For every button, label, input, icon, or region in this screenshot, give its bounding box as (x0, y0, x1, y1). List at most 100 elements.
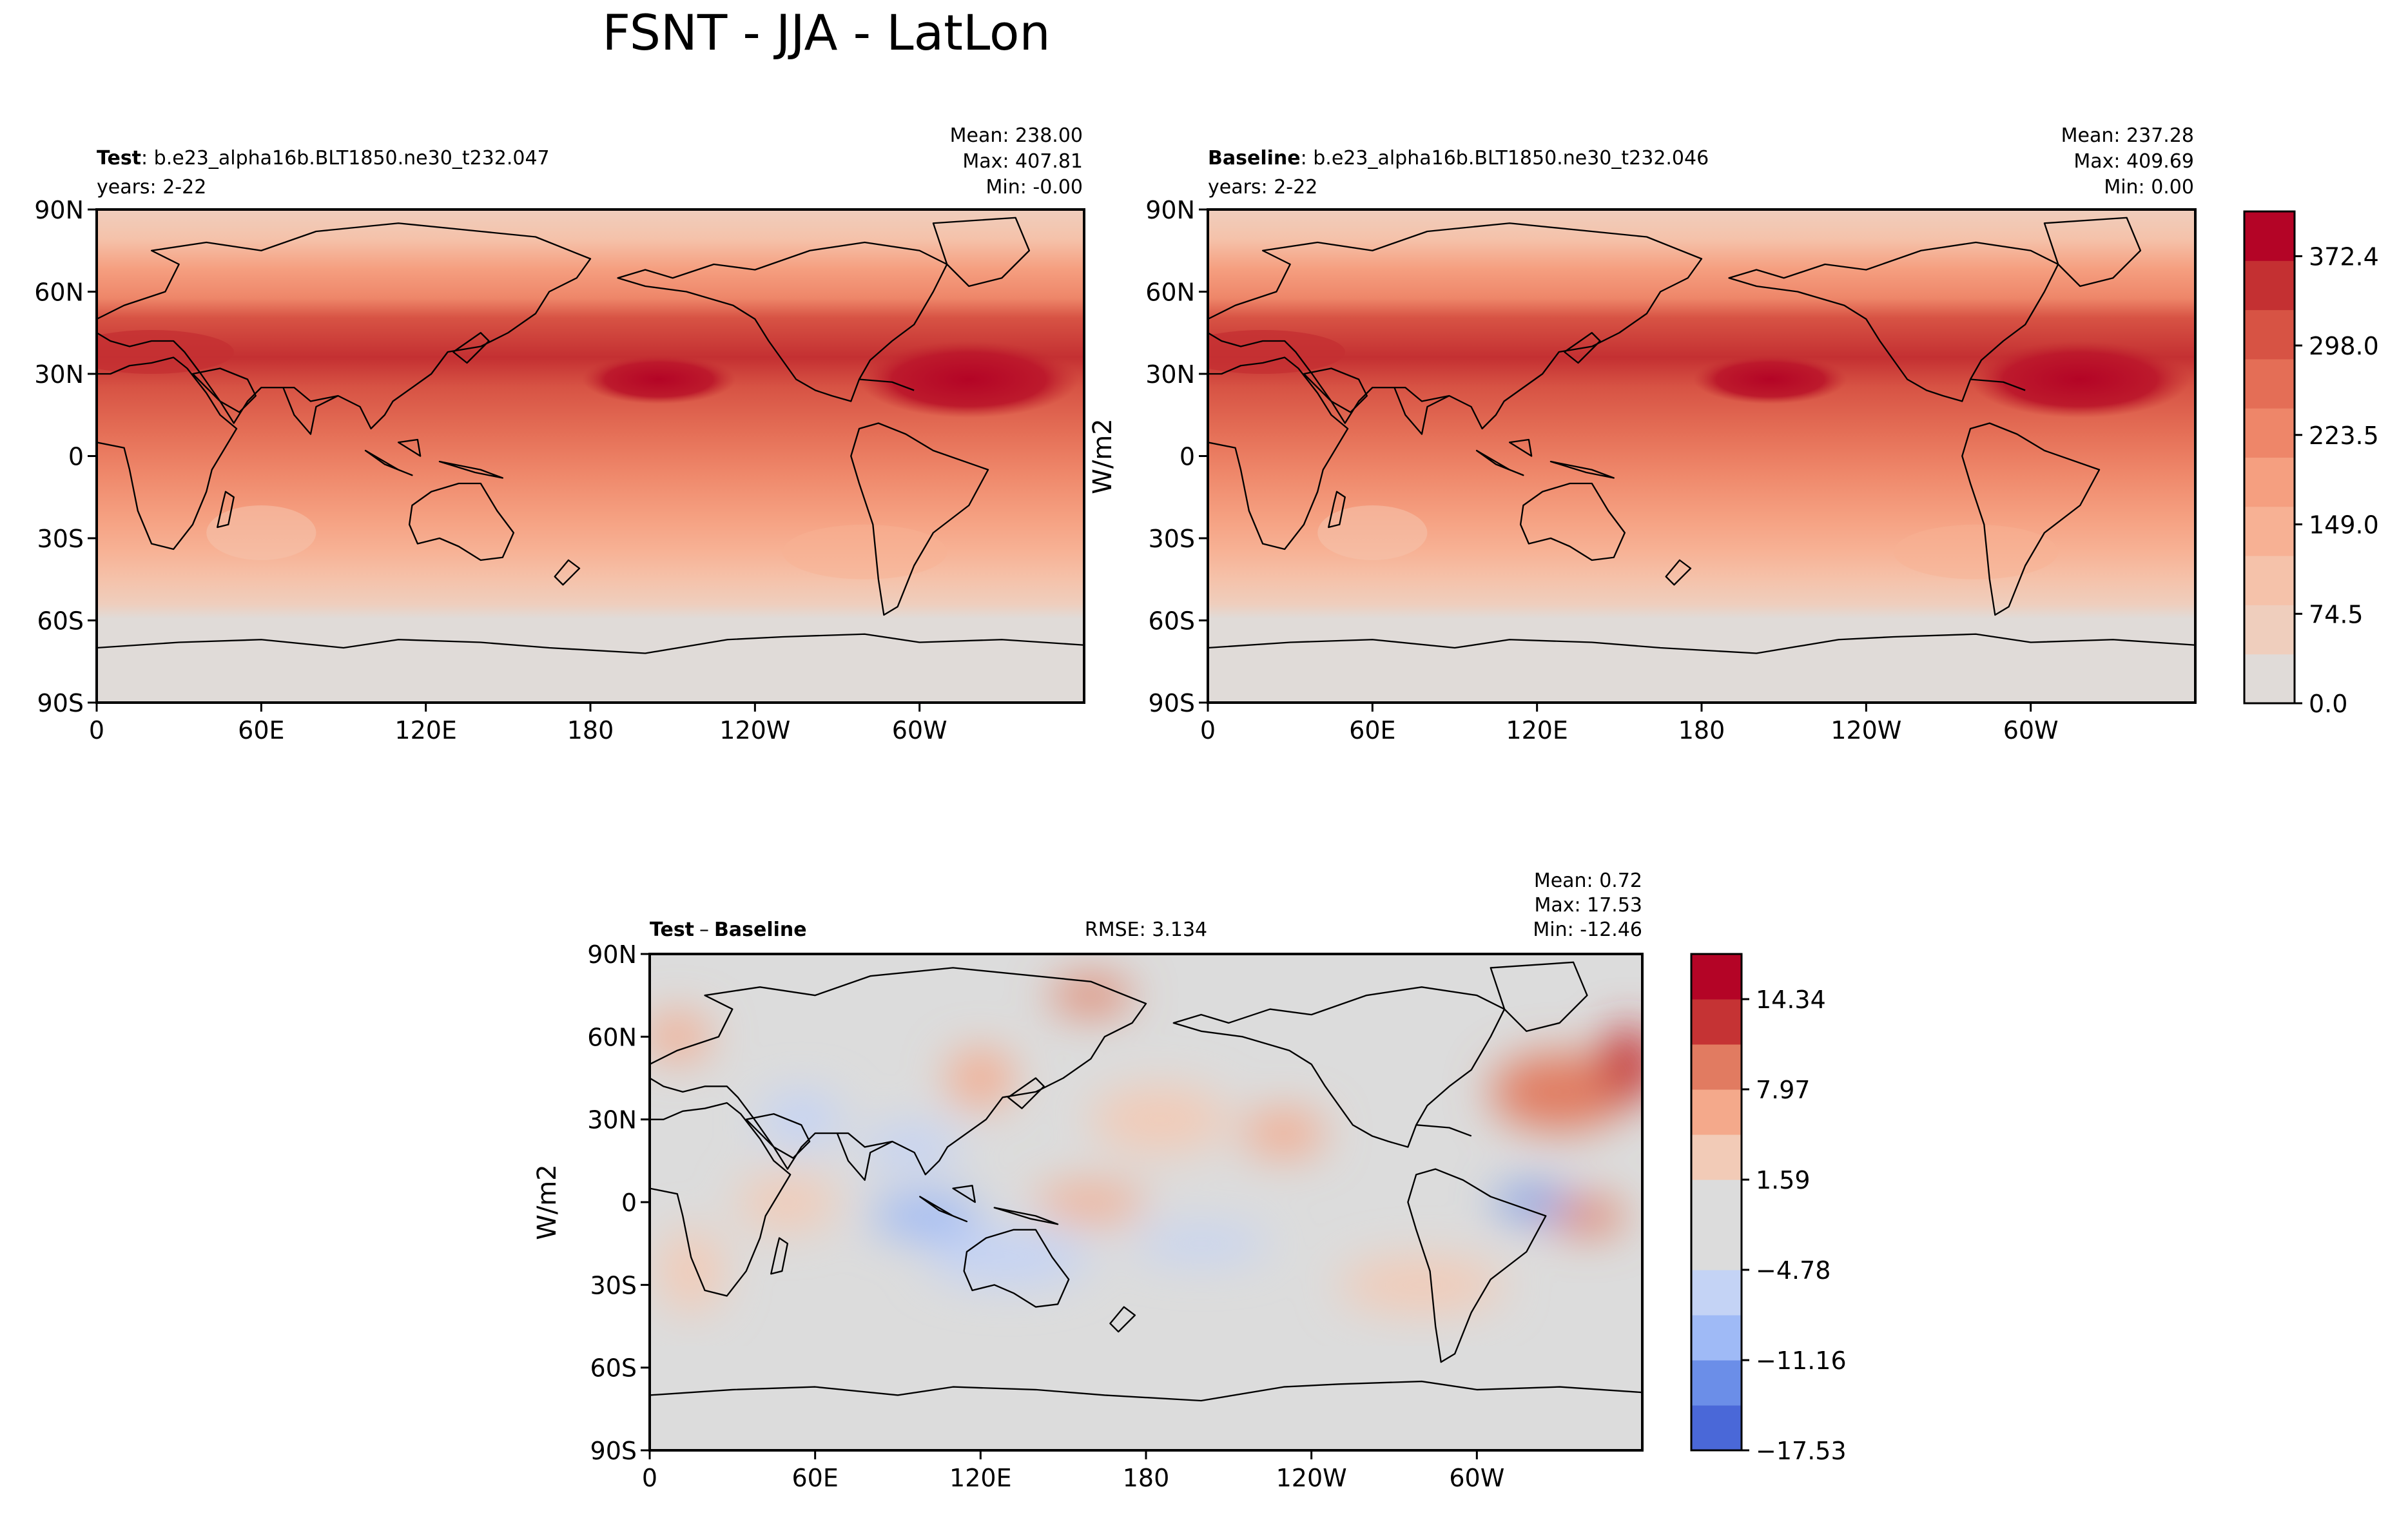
test-mean: Mean: 238.00 (950, 124, 1083, 147)
colorbar-segment (1691, 1089, 1742, 1135)
lat-tick-label: 60S (1149, 607, 1195, 636)
colorbar-segment (1691, 1315, 1742, 1361)
test-max: Max: 407.81 (962, 150, 1083, 173)
lat-tick-label: 90S (1149, 689, 1195, 717)
colorbar-segment (2244, 309, 2295, 360)
baseline-units-label: W/m2 (1088, 418, 1118, 494)
lat-tick-label: 60N (1145, 278, 1195, 307)
colorbar-segment (1691, 1134, 1742, 1180)
colorbar-tick-label: 372.4 (2309, 242, 2379, 271)
diff-max: Max: 17.53 (1534, 894, 1642, 917)
test-years: years: 2-22 (97, 176, 206, 199)
diff-min: Min: -12.46 (1533, 919, 1642, 941)
lat-tick-label: 90S (590, 1437, 637, 1465)
colorbar-tick-label: 223.5 (2309, 422, 2379, 450)
lat-tick-label: 30N (34, 360, 84, 389)
colorbar-tick-label: 74.5 (2309, 600, 2364, 628)
lat-tick-label: 30S (1149, 525, 1195, 553)
lon-tick-label: 120E (1506, 716, 1568, 744)
colorbar-tick-label: 298.0 (2309, 332, 2379, 360)
baseline-max: Max: 409.69 (2073, 150, 2194, 173)
baseline-panel: Baseline: b.e23_alpha16b.BLT1850.ne30_t2… (1088, 124, 2379, 744)
lon-tick-label: 120W (1830, 716, 1901, 744)
diff-colorbar: 14.34 7.97 1.59 −4.78 −11.16 −17.53 (1690, 953, 1847, 1465)
colorbar-tick-label: −11.16 (1756, 1347, 1847, 1375)
lat-tick-label: 60N (34, 278, 84, 307)
colorbar-tick-label: 1.59 (1756, 1166, 1811, 1194)
colorbar-segment (2244, 211, 2295, 261)
baseline-min: Min: 0.00 (2104, 176, 2194, 199)
lat-tick-label: 30N (587, 1106, 637, 1134)
colorbar-segment (1691, 1044, 1742, 1090)
colorbar-tick-label: 0.0 (2309, 690, 2347, 718)
diff-map (650, 954, 1642, 1450)
lon-tick-label: 180 (567, 716, 614, 744)
colorbar-segment (2244, 408, 2295, 458)
colorbar-tick-label: −4.78 (1756, 1256, 1830, 1285)
colorbar-tick-label: 7.97 (1756, 1076, 1811, 1104)
lat-tick-label: 30S (37, 525, 84, 553)
lon-tick-label: 0 (89, 716, 104, 744)
lat-tick-label: 30S (590, 1271, 637, 1299)
lon-tick-label: 60E (791, 1464, 838, 1492)
lon-tick-label: 0 (1200, 716, 1216, 744)
colorbar-segment (1691, 1225, 1742, 1270)
lat-tick-label: 90N (34, 196, 84, 224)
colorbar-segment (1691, 954, 1742, 1000)
diff-mean: Mean: 0.72 (1534, 870, 1642, 892)
test-min: Min: -0.00 (986, 176, 1083, 199)
colorbar-segment (1691, 1360, 1742, 1406)
lat-tick-label: 30N (1145, 360, 1195, 389)
colorbar-frame (2243, 210, 2296, 705)
lat-tick-label: 90S (37, 689, 84, 717)
lon-tick-label: 60E (238, 716, 284, 744)
colorbar-segment (2244, 457, 2295, 507)
baseline-map (1208, 209, 2195, 703)
colorbar-segment (1691, 1180, 1742, 1225)
diff-rmse: RMSE: 3.134 (1085, 919, 1207, 941)
lon-tick-label: 60W (892, 716, 947, 744)
colorbar-segment (1691, 1270, 1742, 1316)
test-panel: Test: b.e23_alpha16b.BLT1850.ne30_t232.0… (34, 124, 1085, 744)
lat-tick-label: 90N (587, 940, 637, 969)
lon-tick-label: 120E (394, 716, 457, 744)
lat-tick-label: 0 (621, 1189, 637, 1217)
lon-tick-label: 60W (2003, 716, 2059, 744)
baseline-years: years: 2-22 (1208, 176, 1317, 199)
colorbar-segment (2244, 260, 2295, 311)
lat-tick-label: 90N (1145, 196, 1195, 224)
colorbar-segment (2244, 358, 2295, 409)
lon-tick-label: 0 (642, 1464, 657, 1492)
diff-label: Test – Baseline (650, 919, 807, 941)
colorbar-segment (2244, 506, 2295, 556)
lat-tick-label: 60S (37, 607, 84, 636)
lat-tick-label: 60N (587, 1023, 637, 1051)
diff-units-label: W/m2 (532, 1164, 562, 1240)
lat-tick-label: 0 (1180, 443, 1195, 471)
colorbar-segment (2244, 605, 2295, 655)
lon-tick-label: 60E (1349, 716, 1395, 744)
lon-tick-label: 120E (949, 1464, 1012, 1492)
colorbar-tick-label: −17.53 (1756, 1437, 1847, 1465)
colorbar-segment (1691, 1405, 1742, 1451)
test-label: Test: b.e23_alpha16b.BLT1850.ne30_t232.0… (97, 147, 550, 170)
test-map (97, 209, 1084, 703)
lon-tick-label: 180 (1123, 1464, 1170, 1492)
figure-title: FSNT - JJA - LatLon (602, 4, 1050, 61)
lat-tick-label: 0 (68, 443, 84, 471)
baseline-label: Baseline: b.e23_alpha16b.BLT1850.ne30_t2… (1208, 147, 1709, 170)
lat-tick-label: 60S (590, 1354, 637, 1383)
baseline-mean: Mean: 237.28 (2061, 124, 2194, 147)
colorbar-tick-label: 14.34 (1756, 986, 1826, 1014)
colorbar-segment (2244, 556, 2295, 605)
colorbar-segment (1691, 999, 1742, 1045)
colorbar-frame (1690, 953, 1743, 1452)
colorbar-tick-label: 149.0 (2309, 511, 2379, 540)
lon-tick-label: 180 (1678, 716, 1725, 744)
diff-panel: Test – Baseline RMSE: 3.134 Mean: 0.72 Max… (532, 870, 1847, 1492)
baseline-colorbar: 372.4 298.0 223.5 149.0 74.5 0.0 (2243, 210, 2379, 718)
lon-tick-label: 120W (1276, 1464, 1347, 1492)
lon-tick-label: 60W (1449, 1464, 1504, 1492)
colorbar-segment (2244, 654, 2295, 704)
